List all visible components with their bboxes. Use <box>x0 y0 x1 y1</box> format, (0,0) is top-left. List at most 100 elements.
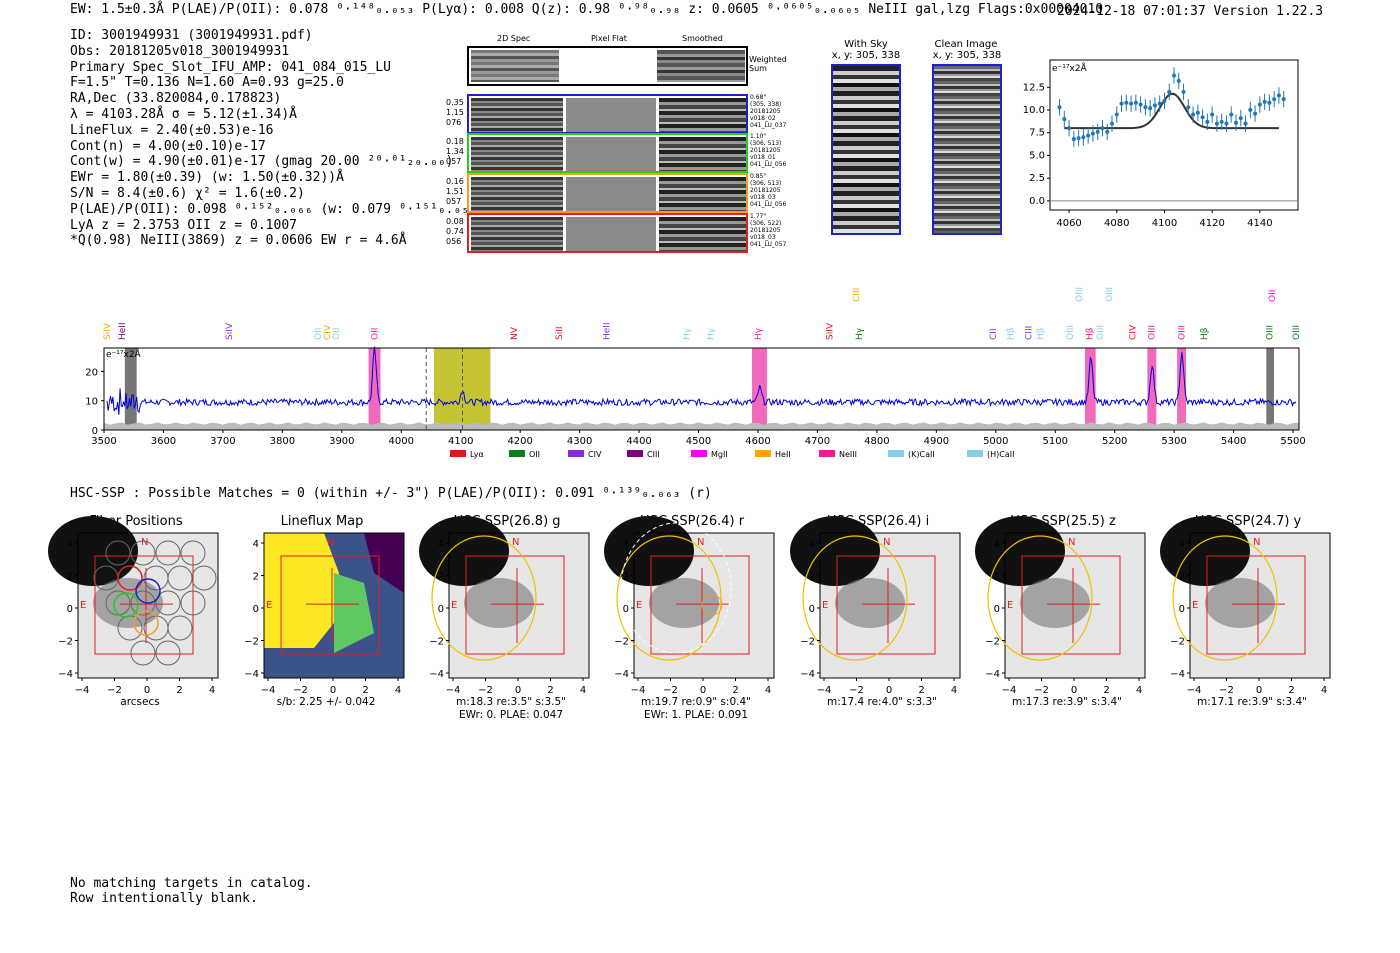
header-datetime-version: 2024-12-18 07:01:37 Version 1.22.3 <box>1057 4 1324 19</box>
panel-ytick-label: 4 <box>994 539 1000 550</box>
spectrum-line-label: HeII <box>602 322 612 340</box>
panel-xtick-label: 0 <box>515 685 521 696</box>
cutout-row-right-info: 1.77" <box>750 213 767 220</box>
spectrum-line-label: CIV <box>1129 324 1139 340</box>
spectrum-ytick-label: 0 <box>92 426 98 437</box>
panel-ytick-label: 0 <box>1179 604 1185 615</box>
spectrum-unit-label: e⁻¹⁷x2Å <box>106 348 142 360</box>
spectrum-xtick-label: 5200 <box>1102 436 1127 447</box>
spectrum-xtick-label: 5300 <box>1161 436 1186 447</box>
zoom-data-point <box>1200 115 1205 120</box>
east-label: E <box>266 600 272 611</box>
header-summary: EW: 1.5±0.3Å P(LAE)/P(OII): 0.078 ⁰·¹⁴⁸₀… <box>70 2 1104 17</box>
cutout-row-left-value: 076 <box>446 118 462 127</box>
panel-xtick-label: 4 <box>1136 685 1142 696</box>
dashed-ellipse <box>620 522 732 654</box>
panel-ytick-label: −2 <box>244 637 259 648</box>
zoom-data-point <box>1224 121 1229 126</box>
panel-ytick-label: −4 <box>800 669 815 680</box>
cutout-row-right-info: v018_01 <box>750 154 776 161</box>
spectrum-xtick-label: 4700 <box>805 436 830 447</box>
cutout-row-left-value: 0.35 <box>446 98 464 107</box>
search-box <box>1021 555 1121 655</box>
spectrum-line-label: OIII <box>1148 325 1158 340</box>
weighted-smoothed-image <box>657 50 745 82</box>
bright-source <box>48 516 138 586</box>
cutout-row-left-value: 1.15 <box>446 108 464 117</box>
zoom-data-point <box>1181 89 1186 94</box>
panel-ytick-label: −4 <box>1170 669 1185 680</box>
panel-ytick-label: −4 <box>985 669 1000 680</box>
cutout-row-right-info: 041_LU_056 <box>750 161 787 168</box>
spectrum-line-label: OIII <box>1066 325 1076 340</box>
panel-xtick-label: 0 <box>330 685 336 696</box>
spectrum-line-label: SiIV <box>825 322 835 340</box>
search-box <box>650 555 750 655</box>
fiber-circle <box>105 590 131 616</box>
zoom-data-point <box>1138 102 1143 107</box>
cutout-row-right-info: (305, 338) <box>750 101 782 108</box>
panel-xtick-label: 4 <box>1321 685 1327 696</box>
east-label: E <box>1007 600 1013 611</box>
extended-source <box>1020 578 1090 628</box>
cutout-pixel-flat <box>566 177 656 211</box>
info-line: RA,Dec (33.820084,0.178823) <box>70 91 282 107</box>
panel-ytick-label: −2 <box>985 637 1000 648</box>
spectrum-line-label: NV <box>510 326 520 340</box>
clean-image-xy: x, y: 305, 338 <box>932 50 1002 61</box>
weighted-sum-label: Weighted Sum <box>749 55 787 73</box>
bright-source <box>790 516 880 586</box>
extended-source <box>835 578 905 628</box>
info-line: *Q(0.98) NeIII(3869) z = 0.0606 EW r = 4… <box>70 233 407 249</box>
spectrum-xtick-label: 4200 <box>507 436 532 447</box>
with-sky-image <box>831 64 901 235</box>
cutout-pixel-flat <box>566 137 656 171</box>
spectrum-xtick-label: 4800 <box>864 436 889 447</box>
panel-ytick-label: 4 <box>438 539 444 550</box>
search-box <box>280 555 380 655</box>
cutout-smoothed <box>659 177 746 211</box>
panel-frame <box>263 532 405 679</box>
spectrum-line-label: Hβ <box>1036 327 1046 340</box>
panel-subtitle: arcsecs <box>120 696 159 708</box>
zoom-xtick-label: 4140 <box>1247 218 1272 229</box>
spectrum-shaded-region <box>1147 348 1157 430</box>
spectrum-line-label: Hβ <box>1200 327 1210 340</box>
panel-xtick-label: −2 <box>849 685 864 696</box>
full-spectrum-chart: e⁻¹⁷x2Å 0 10 20 3500 3600 3700 3800 3900 4000 4100… <box>85 287 1306 459</box>
fiber-red <box>117 565 143 591</box>
fiber-circle <box>130 640 156 666</box>
north-label: N <box>327 537 334 548</box>
panel-subtitle: s/b: 2.25 +/- 0.042 <box>277 696 376 708</box>
panel-ytick-label: 4 <box>253 539 259 550</box>
fiber-circle <box>130 540 156 566</box>
zoom-data-point <box>1281 97 1286 102</box>
spectrum-xtick-label: 4300 <box>567 436 592 447</box>
fiber-blue <box>135 578 161 604</box>
zoom-data-point <box>1105 129 1110 134</box>
spectrum-xtick-label: 4600 <box>745 436 770 447</box>
zoom-data-point <box>1186 105 1191 110</box>
panel-xtick-label: −4 <box>1002 685 1017 696</box>
spectrum-line-label: OII <box>314 328 324 340</box>
panel-xtick-label: 4 <box>395 685 401 696</box>
spectrum-xtick-label: 4000 <box>389 436 414 447</box>
info-line: Cont(w) = 4.90(±0.01)e-17 (gmag 20.00 ²⁰… <box>70 154 454 170</box>
cutout-row-right-info: (306, 513) <box>750 140 782 147</box>
spectrum-xtick-label: 5000 <box>983 436 1008 447</box>
north-label: N <box>1068 537 1075 548</box>
zoom-data-point <box>1195 110 1200 115</box>
panel-ytick-label: 0 <box>809 604 815 615</box>
east-label: E <box>636 600 642 611</box>
cutout-row-right-info: 0.68" <box>750 94 767 101</box>
extended-source <box>1205 578 1275 628</box>
panel-subtitle-2: EWr: 0. PLAE: 0.047 <box>459 709 563 721</box>
zoom-data-point <box>1114 112 1119 117</box>
catalog-footer: No matching targets in catalog. Row inte… <box>70 876 313 906</box>
panel-xtick-label: 0 <box>1071 685 1077 696</box>
spectrum-ytick-label: 10 <box>85 397 98 408</box>
cutout-2d-spec <box>471 217 563 251</box>
